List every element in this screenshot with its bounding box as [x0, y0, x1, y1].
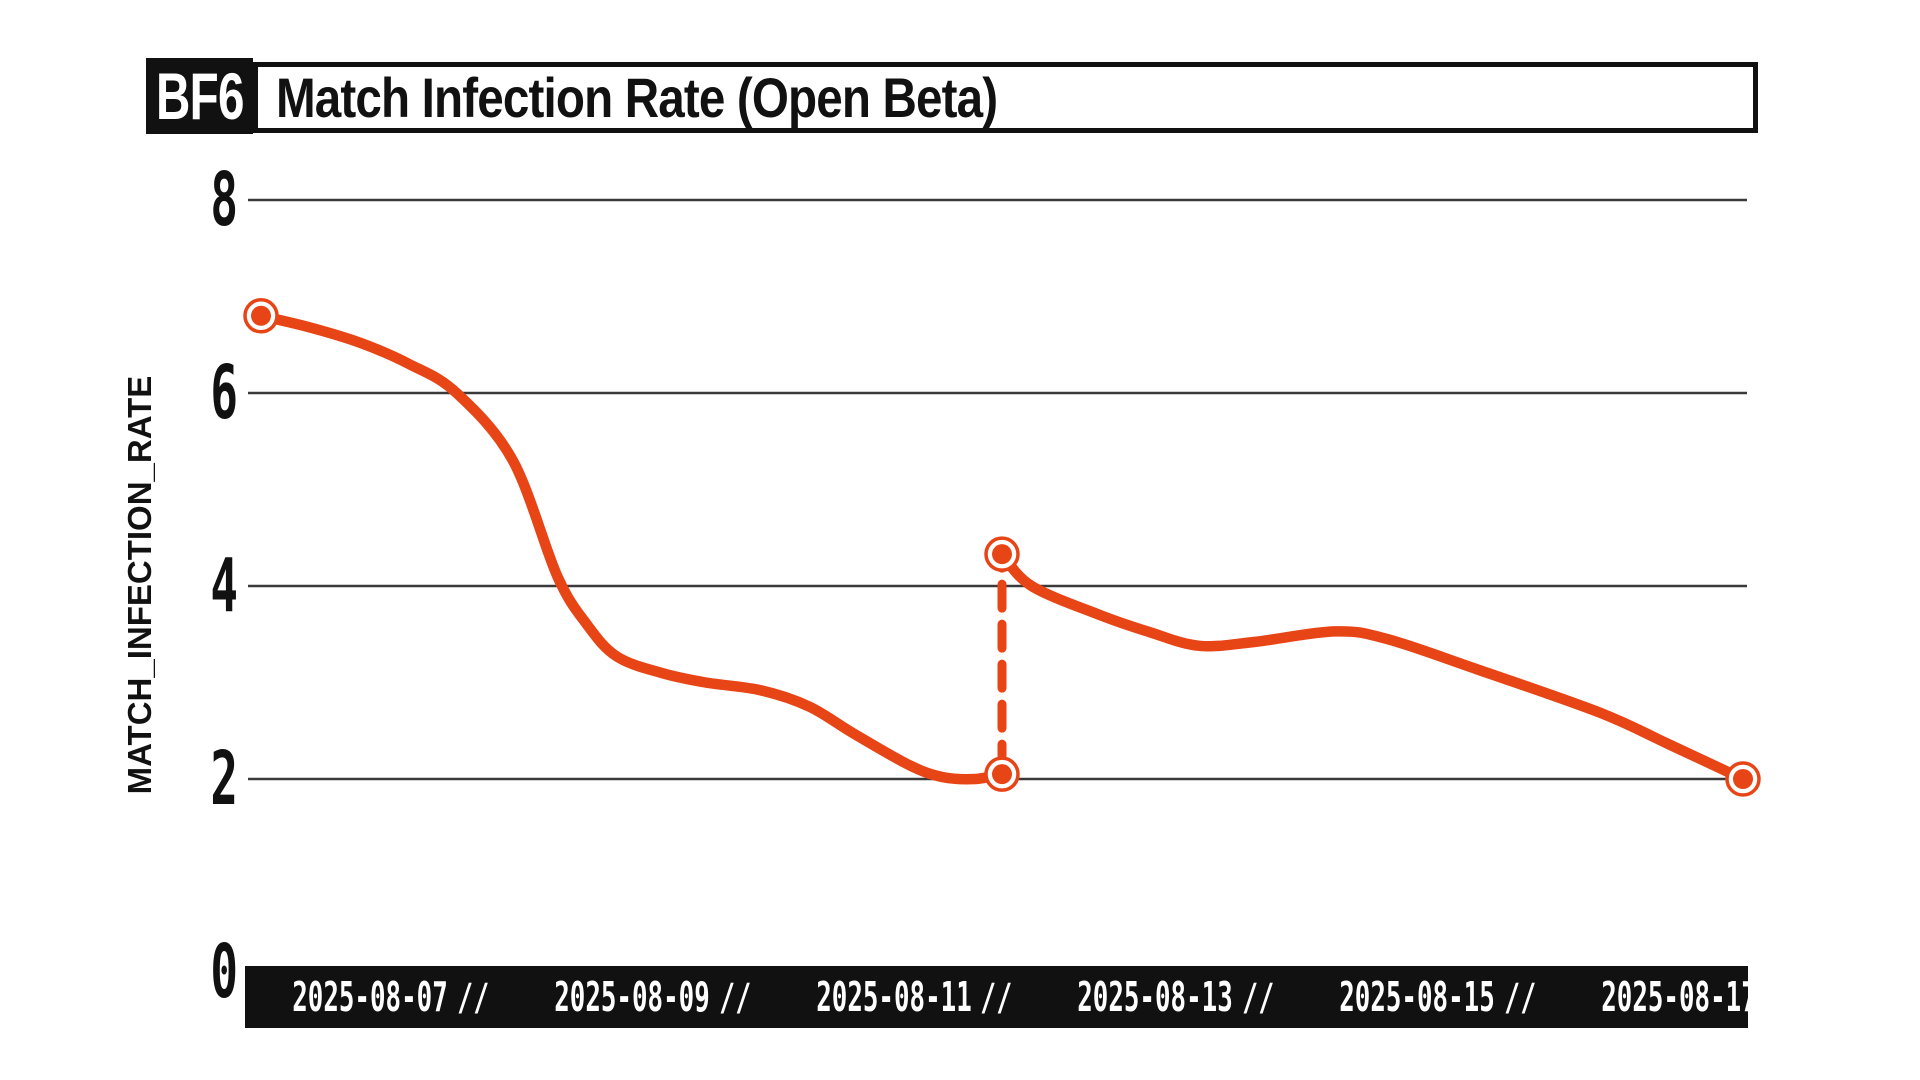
date-separator: // — [457, 975, 490, 1019]
x-axis-date-label: 2025-08-17 — [1601, 973, 1757, 1021]
x-axis-date-label: 2025-08-09 — [554, 973, 710, 1021]
page-title: Match Infection Rate (Open Beta) — [276, 66, 998, 129]
data-point-marker — [1733, 769, 1753, 789]
title-badge-label: BF6 — [155, 59, 244, 133]
x-axis-date-label: 2025-08-11 — [815, 973, 972, 1021]
series-line-post_patch — [996, 548, 1749, 785]
x-axis-date-label: 2025-08-13 — [1077, 973, 1234, 1021]
y-tick-label: 4 — [210, 543, 238, 629]
y-tick-label: 0 — [210, 929, 238, 1015]
title-bar: Match Infection Rate (Open Beta) — [253, 62, 1758, 133]
data-point-marker — [992, 544, 1012, 565]
y-tick-label: 2 — [210, 736, 238, 822]
date-separator: // — [1242, 975, 1275, 1019]
y-tick-label: 6 — [210, 350, 238, 436]
y-tick-label: 8 — [210, 157, 238, 243]
date-separator: // — [718, 975, 751, 1019]
x-axis-date-label: 2025-08-15 — [1339, 973, 1495, 1021]
date-separator: // — [1504, 975, 1537, 1019]
series-line-pre_patch — [255, 310, 1008, 785]
x-axis-bar: 2025-08-07//2025-08-09//2025-08-11//2025… — [245, 966, 1757, 1028]
date-separator: // — [980, 975, 1013, 1019]
data-point-marker — [251, 305, 271, 326]
x-axis-date-label: 2025-08-07 — [292, 973, 448, 1021]
data-point-marker — [992, 764, 1012, 785]
title-badge: BF6 — [146, 58, 253, 134]
